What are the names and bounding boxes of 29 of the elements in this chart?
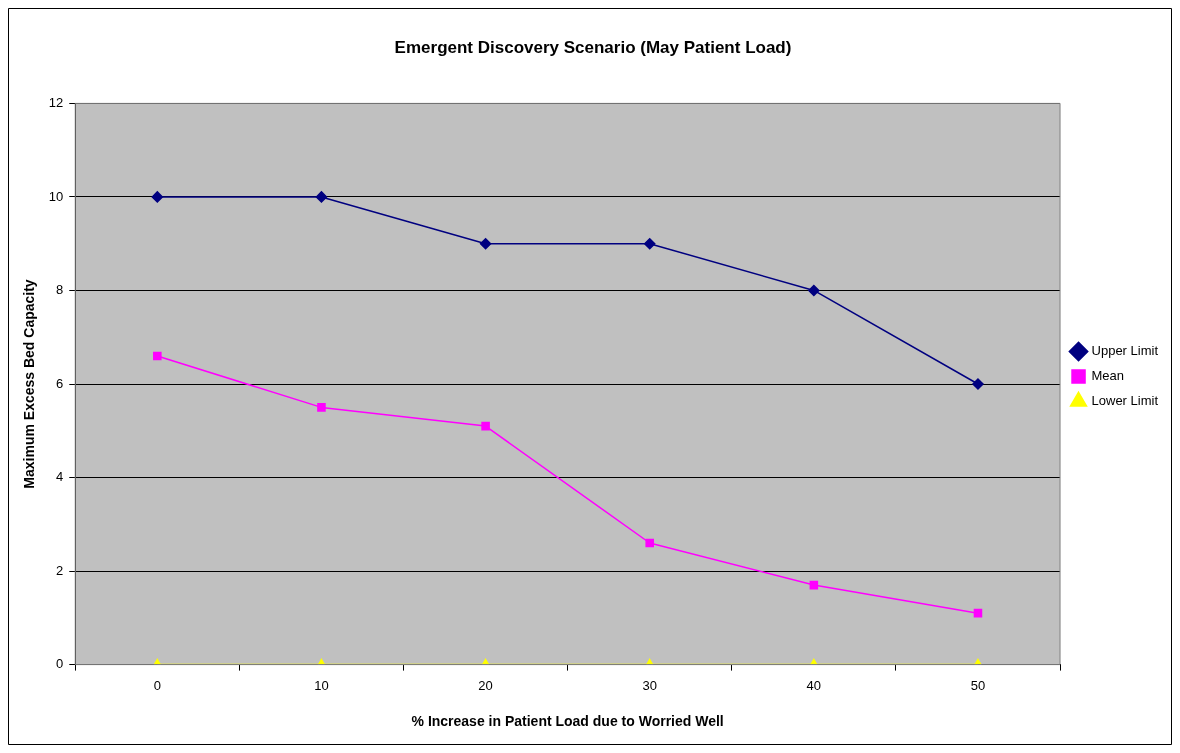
y-tick-label: 6 bbox=[56, 375, 64, 391]
y-tick-label: 4 bbox=[56, 469, 64, 485]
x-tick-label: 50 bbox=[970, 677, 986, 693]
x-tick-label: 0 bbox=[153, 677, 161, 693]
legend-label: Lower Limit bbox=[1091, 393, 1159, 409]
y-tick-label: 10 bbox=[48, 188, 64, 204]
x-axis-title: % Increase in Patient Load due to Worried Well bbox=[411, 713, 724, 730]
point bbox=[317, 403, 326, 412]
point bbox=[645, 538, 654, 548]
point bbox=[481, 421, 490, 431]
y-axis-title: Maximum Excess Bed Capacity bbox=[21, 279, 38, 489]
legend-label: Upper Limit bbox=[1091, 343, 1159, 359]
x-tick-label: 40 bbox=[806, 677, 822, 693]
point bbox=[153, 351, 162, 361]
y-tick-label: 12 bbox=[48, 94, 64, 110]
chart-title: Emergent Discovery Scenario (May Patient Load) bbox=[394, 37, 792, 57]
point bbox=[479, 237, 492, 250]
point bbox=[151, 191, 164, 203]
x-tick-label: 20 bbox=[478, 677, 493, 693]
point bbox=[315, 191, 328, 203]
y-tick-label: 0 bbox=[56, 656, 64, 672]
x-tick-label: 30 bbox=[642, 677, 657, 693]
y-tick-label: 2 bbox=[56, 562, 64, 578]
point bbox=[972, 378, 984, 390]
point bbox=[643, 237, 656, 250]
point bbox=[808, 284, 820, 297]
y-tick-label: 8 bbox=[56, 282, 64, 298]
legend-label: Mean bbox=[1091, 368, 1125, 384]
x-tick-label: 10 bbox=[314, 677, 329, 693]
